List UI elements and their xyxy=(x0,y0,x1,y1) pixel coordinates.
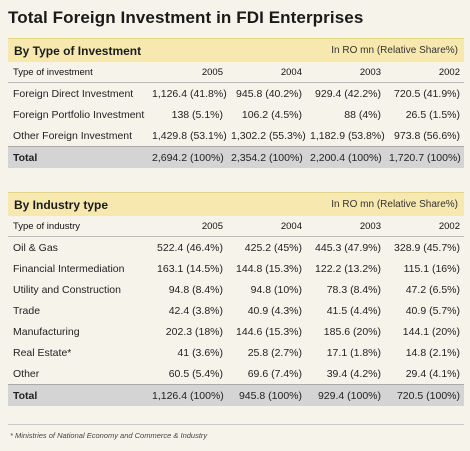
section-header: By Industry type In RO mn (Relative Shar… xyxy=(8,192,464,216)
table-cell: 41 (3.6%) xyxy=(177,346,223,359)
table-row: Other Foreign Investment 1,429.8 (53.1%)… xyxy=(8,125,464,147)
table-cell: 144.8 (15.3%) xyxy=(236,262,302,275)
table-cell: 78.3 (8.4%) xyxy=(326,283,381,296)
row-label: Foreign Portfolio Investment xyxy=(13,108,145,121)
table-row: Foreign Direct Investment 1,126.4 (41.8%… xyxy=(8,83,464,105)
table-cell: 106.2 (4.5%) xyxy=(241,108,302,121)
total-row: Total 2,694.2 (100%) 2,354.2 (100%) 2,20… xyxy=(8,146,464,168)
table-cell: 138 (5.1%) xyxy=(171,108,223,121)
table-cell: 1,182.9 (53.8%) xyxy=(310,129,385,142)
table-cell: 929.4 (42.2%) xyxy=(315,87,381,100)
type-of-investment-section: By Type of Investment In RO mn (Relative… xyxy=(8,38,464,168)
table-cell: 929.4 (100%) xyxy=(306,384,385,406)
column-header: 2002 xyxy=(385,216,464,237)
table-cell: 122.2 (13.2%) xyxy=(315,262,381,275)
section-header: By Type of Investment In RO mn (Relative… xyxy=(8,38,464,62)
section-title: By Type of Investment xyxy=(14,43,142,58)
table-cell: 60.5 (5.4%) xyxy=(168,367,223,380)
page-title: Total Foreign Investment in FDI Enterpri… xyxy=(8,8,364,27)
column-header: 2003 xyxy=(306,62,385,83)
table-cell: 1,720.7 (100%) xyxy=(385,146,464,168)
table-cell: 720.5 (41.9%) xyxy=(394,87,460,100)
table-cell: 88 (4%) xyxy=(344,108,381,121)
section-unit: In RO mn (Relative Share%) xyxy=(331,199,458,210)
table-cell: 29.4 (4.1%) xyxy=(405,367,460,380)
table-cell: 17.1 (1.8%) xyxy=(326,346,381,359)
table-row: Other 60.5 (5.4%) 69.6 (7.4%) 39.4 (4.2%… xyxy=(8,363,464,385)
table-row: Real Estate* 41 (3.6%) 25.8 (2.7%) 17.1 … xyxy=(8,342,464,363)
table-cell: 144.6 (15.3%) xyxy=(236,325,302,338)
table-row: Financial Intermediation 163.1 (14.5%) 1… xyxy=(8,258,464,279)
column-header: 2004 xyxy=(227,216,306,237)
industry-type-table: Type of industry 2005 2004 2003 2002 Oil… xyxy=(8,216,464,406)
table-cell: 94.8 (10%) xyxy=(250,283,302,296)
table-cell: 163.1 (14.5%) xyxy=(157,262,223,275)
table-cell: 1,302.2 (55.3%) xyxy=(231,129,306,142)
column-header: 2005 xyxy=(148,62,227,83)
column-header: Type of industry xyxy=(8,216,148,237)
column-header: 2002 xyxy=(385,62,464,83)
table-row: Trade 42.4 (3.8%) 40.9 (4.3%) 41.5 (4.4%… xyxy=(8,300,464,321)
row-label: Trade xyxy=(13,304,41,317)
table-cell: 202.3 (18%) xyxy=(165,325,223,338)
divider xyxy=(8,424,464,425)
table-cell: 47.2 (6.5%) xyxy=(405,283,460,296)
table-cell: 40.9 (4.3%) xyxy=(247,304,302,317)
table-cell: 720.5 (100%) xyxy=(385,384,464,406)
column-header: Type of investment xyxy=(8,62,148,83)
row-label: Total xyxy=(8,146,148,168)
table-cell: 945.8 (40.2%) xyxy=(236,87,302,100)
table-cell: 1,126.4 (41.8%) xyxy=(152,87,227,100)
total-row: Total 1,126.4 (100%) 945.8 (100%) 929.4 … xyxy=(8,384,464,406)
table-cell: 26.5 (1.5%) xyxy=(405,108,460,121)
table-cell: 94.8 (8.4%) xyxy=(168,283,223,296)
table-row: Foreign Portfolio Investment 138 (5.1%) … xyxy=(8,104,464,125)
footnote: * Ministries of National Economy and Com… xyxy=(10,431,208,440)
table-cell: 425.2 (45%) xyxy=(244,241,302,254)
section-unit: In RO mn (Relative Share%) xyxy=(331,45,458,56)
table-cell: 25.8 (2.7%) xyxy=(247,346,302,359)
table-cell: 445.3 (47.9%) xyxy=(315,241,381,254)
row-label: Foreign Direct Investment xyxy=(13,87,134,100)
table-header-row: Type of industry 2005 2004 2003 2002 xyxy=(8,216,464,237)
table-cell: 2,354.2 (100%) xyxy=(227,146,306,168)
table-cell: 945.8 (100%) xyxy=(227,384,306,406)
table-cell: 40.9 (5.7%) xyxy=(405,304,460,317)
table-cell: 973.8 (56.6%) xyxy=(394,129,460,142)
table-cell: 144.1 (20%) xyxy=(402,325,460,338)
table-cell: 39.4 (4.2%) xyxy=(326,367,381,380)
row-label: Real Estate* xyxy=(13,346,72,359)
table-cell: 2,694.2 (100%) xyxy=(148,146,227,168)
row-label: Manufacturing xyxy=(13,325,80,338)
table-cell: 69.6 (7.4%) xyxy=(247,367,302,380)
table-row: Utility and Construction 94.8 (8.4%) 94.… xyxy=(8,279,464,300)
industry-type-section: By Industry type In RO mn (Relative Shar… xyxy=(8,192,464,406)
column-header: 2003 xyxy=(306,216,385,237)
table-row: Oil & Gas 522.4 (46.4%) 425.2 (45%) 445.… xyxy=(8,237,464,259)
row-label: Other Foreign Investment xyxy=(13,129,133,142)
section-title: By Industry type xyxy=(14,197,109,212)
table-cell: 115.1 (16%) xyxy=(403,262,460,275)
investment-type-table: Type of investment 2005 2004 2003 2002 F… xyxy=(8,62,464,168)
row-label: Other xyxy=(13,367,40,380)
table-cell: 522.4 (46.4%) xyxy=(157,241,223,254)
table-cell: 1,126.4 (100%) xyxy=(148,384,227,406)
table-cell: 41.5 (4.4%) xyxy=(326,304,381,317)
table-cell: 42.4 (3.8%) xyxy=(168,304,223,317)
table-cell: 14.8 (2.1%) xyxy=(405,346,460,359)
column-header: 2005 xyxy=(148,216,227,237)
table-header-row: Type of investment 2005 2004 2003 2002 xyxy=(8,62,464,83)
table-cell: 328.9 (45.7%) xyxy=(394,241,460,254)
table-cell: 2,200.4 (100%) xyxy=(306,146,385,168)
row-label: Utility and Construction xyxy=(13,283,121,296)
row-label: Oil & Gas xyxy=(13,241,58,254)
table-row: Manufacturing 202.3 (18%) 144.6 (15.3%) … xyxy=(8,321,464,342)
column-header: 2004 xyxy=(227,62,306,83)
table-cell: 1,429.8 (53.1%) xyxy=(152,129,227,142)
row-label: Financial Intermediation xyxy=(13,262,125,275)
row-label: Total xyxy=(8,384,148,406)
table-cell: 185.6 (20%) xyxy=(323,325,381,338)
